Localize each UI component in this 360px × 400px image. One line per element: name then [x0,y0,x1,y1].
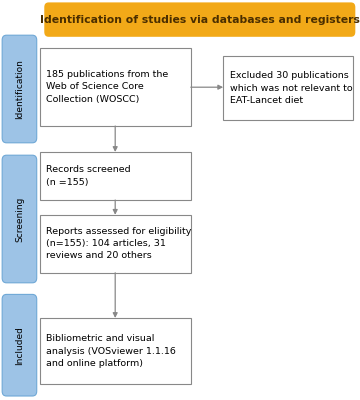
FancyBboxPatch shape [223,56,353,120]
Text: Bibliometric and visual
analysis (VOSviewer 1.1.16
and online platform): Bibliometric and visual analysis (VOSvie… [46,334,176,368]
Text: Identification of studies via databases and registers: Identification of studies via databases … [40,14,360,24]
Text: 185 publications from the
Web of Science Core
Collection (WOSCC): 185 publications from the Web of Science… [46,70,168,104]
Text: Reports assessed for eligibility
(n=155): 104 articles, 31
reviews and 20 others: Reports assessed for eligibility (n=155)… [46,227,192,260]
FancyBboxPatch shape [2,35,37,143]
FancyBboxPatch shape [40,48,191,126]
FancyBboxPatch shape [40,152,191,200]
Text: Screening: Screening [15,196,24,242]
Text: Records screened
(n =155): Records screened (n =155) [46,166,131,186]
Text: Included: Included [15,326,24,365]
Text: Excluded 30 publications
which was not relevant to
EAT-Lancet diet: Excluded 30 publications which was not r… [230,71,352,105]
FancyBboxPatch shape [2,155,37,283]
Text: Identification: Identification [15,59,24,119]
FancyBboxPatch shape [2,294,37,396]
FancyBboxPatch shape [44,2,355,37]
FancyBboxPatch shape [40,318,191,384]
FancyBboxPatch shape [40,215,191,273]
